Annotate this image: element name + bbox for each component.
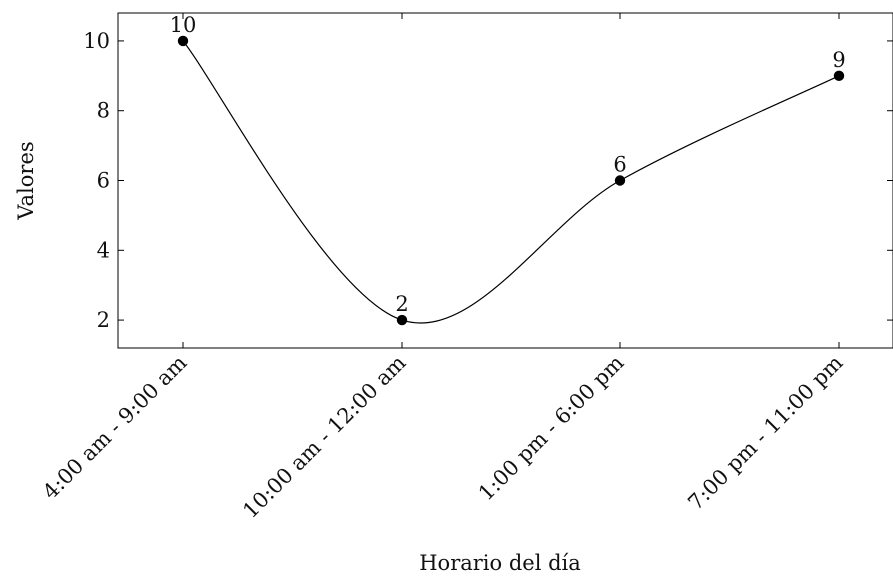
data-point	[833, 70, 845, 82]
data-label: 9	[832, 48, 845, 72]
y-tick-label: 4	[97, 238, 110, 262]
series-line	[182, 40, 840, 324]
y-tick-label: 10	[83, 29, 110, 53]
y-tick-label: 8	[97, 99, 110, 123]
x-tick-label: 1:00 pm - 6:00 pm	[474, 351, 629, 506]
data-labels: 10 2 6 9	[170, 13, 846, 316]
y-tick-label: 6	[97, 169, 110, 193]
x-axis-ticks: 4:00 am - 9:00 am 10:00 am - 12:00 am 1:00…	[38, 13, 848, 523]
y-axis-ticks: 2 4 6 8 10	[83, 29, 893, 332]
x-tick-label: 10:00 am - 12:00 am	[238, 351, 410, 523]
data-label: 6	[613, 153, 626, 177]
data-points	[177, 35, 845, 326]
x-axis-label: Horario del día	[419, 551, 581, 575]
data-point	[614, 175, 626, 186]
y-tick-label: 2	[97, 308, 110, 332]
x-tick-label: 7:00 pm - 11:00 pm	[683, 351, 847, 515]
data-point	[396, 314, 408, 326]
y-axis-label: Valores	[14, 141, 38, 220]
data-point	[177, 35, 189, 47]
data-label: 2	[395, 292, 408, 316]
plot-frame	[117, 12, 893, 349]
x-tick-label: 4:00 am - 9:00 am	[38, 351, 191, 504]
data-label: 10	[170, 13, 197, 37]
